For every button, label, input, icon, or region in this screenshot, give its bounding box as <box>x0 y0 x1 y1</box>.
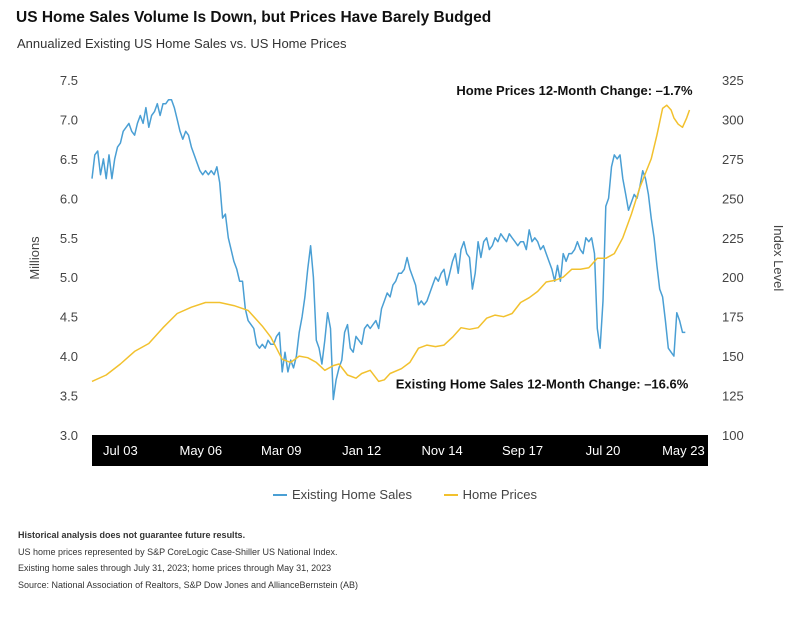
legend-swatch-sales <box>273 493 287 496</box>
footnote-disclaimer: Historical analysis does not guarantee f… <box>18 530 246 540</box>
y-tick-right: 325 <box>722 73 744 88</box>
series-line-prices <box>91 104 691 383</box>
legend-label-prices: Home Prices <box>462 487 537 502</box>
legend-item-prices: Home Prices <box>443 487 537 502</box>
legend-item-sales: Existing Home Sales <box>273 487 412 502</box>
series-line-sales <box>91 98 686 401</box>
y-tick-right: 275 <box>722 152 744 167</box>
y-tick-right: 100 <box>722 428 744 443</box>
x-tick-label: Mar 09 <box>261 443 301 458</box>
y-tick-left: 3.5 <box>60 389 78 404</box>
y-tick-left: 6.0 <box>60 191 78 206</box>
chart-title: US Home Sales Volume Is Down, but Prices… <box>16 9 492 26</box>
y-tick-right: 200 <box>722 270 744 285</box>
y-tick-left: 6.5 <box>60 152 78 167</box>
annotation-prices: Home Prices 12-Month Change: –1.7% <box>456 83 693 98</box>
y-tick-right: 150 <box>722 349 744 364</box>
y-tick-left: 7.0 <box>60 112 78 127</box>
x-axis-band <box>92 435 708 466</box>
y-tick-left: 5.5 <box>60 231 78 246</box>
x-tick-label: Nov 14 <box>421 443 462 458</box>
y-tick-left: 3.0 <box>60 428 78 443</box>
x-tick-label: Sep 17 <box>502 443 543 458</box>
chart-legend: Existing Home Sales Home Prices <box>0 487 810 502</box>
y-tick-right: 250 <box>722 191 744 206</box>
x-tick-label: May 06 <box>179 443 222 458</box>
footnote-index: US home prices represented by S&P CoreLo… <box>18 546 338 557</box>
y-tick-right: 300 <box>722 112 744 127</box>
y-tick-right: 225 <box>722 231 744 246</box>
y-tick-left: 4.5 <box>60 310 78 325</box>
x-tick-label: Jul 03 <box>103 443 138 458</box>
chart-subtitle: Annualized Existing US Home Sales vs. US… <box>17 36 347 51</box>
footnotes: Historical analysis does not guarantee f… <box>18 527 358 593</box>
x-tick-label: May 23 <box>662 443 705 458</box>
y-axis-label-right: Index Level <box>771 225 786 292</box>
y-tick-left: 5.0 <box>60 270 78 285</box>
y-axis-label-left: Millions <box>27 236 42 280</box>
y-tick-left: 7.5 <box>60 73 78 88</box>
y-tick-right: 175 <box>722 310 744 325</box>
x-tick-label: Jan 12 <box>342 443 381 458</box>
y-tick-left: 4.0 <box>60 349 78 364</box>
footnote-dates: Existing home sales through July 31, 202… <box>18 563 332 573</box>
footnote-source: Source: National Association of Realtors… <box>18 579 359 590</box>
annotation-sales: Existing Home Sales 12-Month Change: –16… <box>396 376 689 391</box>
line-chart: 3.0 3.5 4.0 4.5 5.0 5.5 6.0 6.5 7.0 7.5 100 125 150 1… <box>27 73 786 466</box>
legend-swatch-prices <box>443 493 458 496</box>
x-tick-label: Jul 20 <box>586 443 621 458</box>
legend-label-sales: Existing Home Sales <box>292 487 412 502</box>
y-tick-right: 125 <box>722 389 744 404</box>
